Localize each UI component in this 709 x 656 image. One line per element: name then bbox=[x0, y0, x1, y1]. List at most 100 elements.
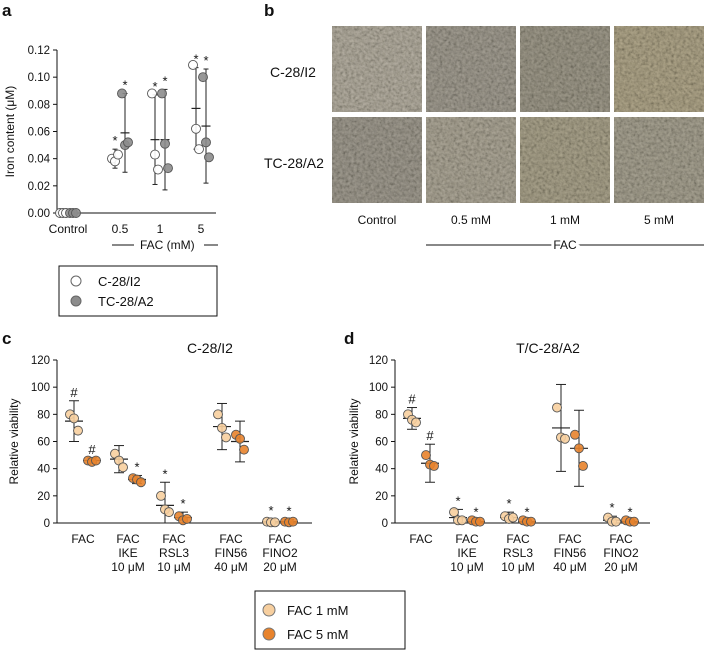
data-point bbox=[475, 516, 485, 527]
y-tick-label: 0.02 bbox=[28, 181, 50, 193]
legend-a: C-28/I2 TC-28/A2 bbox=[58, 265, 218, 317]
y-tick-label: 0 bbox=[44, 518, 50, 530]
category-label: FAC bbox=[558, 532, 582, 546]
category-label: FAC bbox=[71, 532, 95, 546]
y-tick-label: 100 bbox=[369, 382, 388, 394]
legend-swatch-c28i2 bbox=[70, 275, 82, 287]
data-point bbox=[182, 513, 192, 524]
y-tick-label: 20 bbox=[37, 491, 50, 503]
y-tick-label: 60 bbox=[375, 437, 388, 449]
category-label: RSL3 bbox=[503, 546, 533, 560]
category-label: FAC bbox=[162, 532, 186, 546]
data-point bbox=[570, 429, 580, 440]
category-label: FINO2 bbox=[603, 546, 639, 560]
significance-mark: # bbox=[426, 428, 434, 443]
category-label: 10 μM bbox=[501, 560, 535, 574]
category-label: FINO2 bbox=[262, 546, 298, 560]
data-point bbox=[288, 516, 298, 527]
y-tick-label: 0.00 bbox=[28, 208, 50, 220]
category-label: FAC bbox=[219, 532, 243, 546]
significance-mark: * bbox=[627, 504, 632, 519]
significance-mark: * bbox=[162, 466, 167, 481]
col-label-1mm: 1 mM bbox=[550, 213, 580, 227]
data-point bbox=[113, 149, 123, 160]
data-point bbox=[201, 137, 211, 148]
col-label-0p5mm: 0.5 mM bbox=[451, 213, 491, 227]
y-tick-label: 0 bbox=[382, 518, 388, 530]
category-label: FAC bbox=[455, 532, 479, 546]
category-label: IKE bbox=[457, 546, 476, 560]
legend-label-fac1mm: FAC 1 mM bbox=[287, 603, 348, 618]
significance-mark: * bbox=[268, 503, 273, 518]
data-point bbox=[147, 88, 157, 99]
category-label: 20 μM bbox=[604, 560, 638, 574]
row-label-c28i2: C-28/I2 bbox=[270, 64, 316, 80]
y-axis-label: Relative viability bbox=[347, 398, 361, 484]
micrograph-c28i2-0p5mm bbox=[426, 26, 516, 112]
category-label: IKE bbox=[118, 546, 137, 560]
legend-swatch-tc28a2 bbox=[70, 295, 82, 307]
data-point bbox=[239, 444, 249, 455]
data-point bbox=[429, 461, 439, 471]
micrograph-tc28a2-1mm bbox=[520, 117, 610, 203]
legend-cd: FAC 1 mM FAC 5 mM bbox=[254, 590, 406, 650]
micrograph-c28i2-5mm bbox=[614, 26, 704, 112]
legend-label-fac5mm: FAC 5 mM bbox=[287, 627, 348, 642]
micrograph-tc28a2-0p5mm bbox=[426, 117, 516, 203]
significance-mark: * bbox=[286, 504, 291, 519]
y-tick-label: 120 bbox=[31, 355, 50, 367]
legend-label-c28i2: C-28/I2 bbox=[98, 274, 141, 289]
panel-label-b: b bbox=[264, 1, 274, 20]
data-point bbox=[160, 138, 170, 149]
significance-mark: * bbox=[112, 133, 117, 148]
data-point bbox=[629, 516, 639, 527]
data-point bbox=[118, 462, 128, 473]
significance-mark: * bbox=[524, 504, 529, 519]
y-tick-label: 80 bbox=[37, 409, 50, 421]
chart-title-d: T/C-28/A2 bbox=[516, 340, 580, 356]
data-point bbox=[421, 450, 431, 461]
chart-title-c: C-28/I2 bbox=[187, 340, 233, 356]
category-label: FAC bbox=[116, 532, 140, 546]
micrograph-c28i2-1mm bbox=[520, 26, 610, 112]
significance-mark: * bbox=[203, 53, 208, 68]
legend-swatch-fac1mm bbox=[262, 603, 276, 617]
significance-mark: * bbox=[609, 500, 614, 515]
category-label: 0.5 bbox=[112, 222, 129, 236]
micrograph-tc28a2-5mm bbox=[614, 117, 704, 203]
category-label: FAC bbox=[409, 532, 433, 546]
data-point bbox=[270, 517, 280, 528]
data-point bbox=[526, 516, 536, 527]
y-tick-label: 0.12 bbox=[28, 45, 50, 57]
category-label: 40 μM bbox=[214, 560, 248, 574]
significance-mark: * bbox=[122, 77, 127, 92]
category-label: 5 bbox=[198, 222, 205, 236]
data-point bbox=[204, 152, 214, 163]
data-point bbox=[449, 507, 459, 518]
y-tick-label: 0.08 bbox=[28, 99, 50, 111]
data-point bbox=[157, 88, 167, 99]
data-point bbox=[560, 433, 570, 444]
data-point bbox=[69, 413, 79, 424]
data-point bbox=[217, 422, 227, 433]
significance-mark: * bbox=[506, 496, 511, 511]
data-point bbox=[235, 433, 245, 444]
data-point bbox=[91, 455, 101, 466]
significance-mark: * bbox=[152, 79, 157, 94]
category-label: 20 μM bbox=[263, 560, 297, 574]
category-label: RSL3 bbox=[159, 546, 189, 560]
fac-group-bracket-a: FAC (mM) bbox=[112, 238, 218, 252]
data-point bbox=[194, 144, 204, 155]
col-label-control: Control bbox=[358, 213, 397, 227]
legend-swatch-fac5mm bbox=[262, 627, 276, 641]
data-point bbox=[411, 417, 421, 428]
data-point bbox=[73, 425, 83, 436]
significance-mark: * bbox=[180, 496, 185, 511]
significance-mark: # bbox=[70, 385, 78, 400]
y-tick-label: 20 bbox=[375, 491, 388, 503]
data-point bbox=[213, 409, 223, 420]
category-label: FAC bbox=[609, 532, 633, 546]
chart-a: 0.00 0.02 0.04 0.06 0.08 0.10 0.12 Iron content… bbox=[3, 45, 216, 236]
